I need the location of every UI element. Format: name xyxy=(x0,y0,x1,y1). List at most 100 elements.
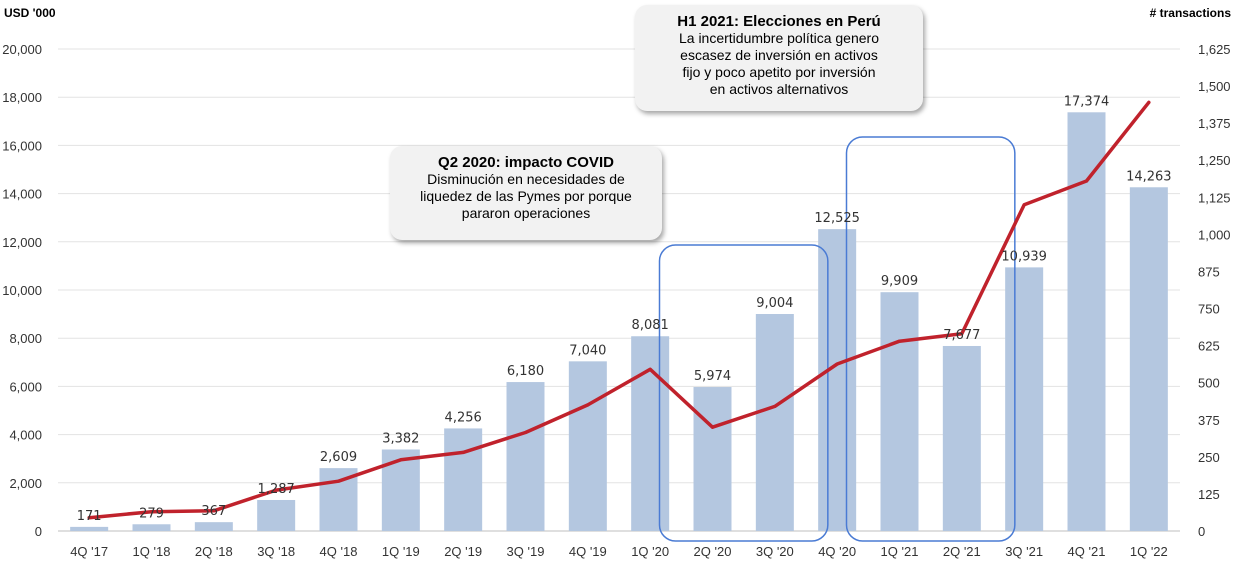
x-axis-tick-label: 3Q '21 xyxy=(1005,544,1043,559)
covid-annotation-box: Q2 2020: impacto COVID Disminución en ne… xyxy=(390,146,662,240)
left-axis-tick-label: 20,000 xyxy=(2,42,42,57)
x-axis-tick-label: 4Q '21 xyxy=(1068,544,1106,559)
bar xyxy=(194,522,233,531)
left-axis-tick-label: 8,000 xyxy=(9,331,42,346)
x-axis-tick-label: 1Q '21 xyxy=(881,544,919,559)
elections-annotation-line: fijo y poco apetito por inversión xyxy=(682,64,876,80)
bar xyxy=(942,345,981,531)
elections-annotation-line: en activos alternativos xyxy=(709,81,849,97)
left-axis-tick-label: 12,000 xyxy=(2,235,42,250)
elections-annotation-box: H1 2021: Elecciones en Perú La incertidu… xyxy=(635,5,923,111)
transactions-point xyxy=(212,509,216,513)
bar xyxy=(1067,112,1106,532)
right-axis-tick-label: 500 xyxy=(1198,376,1220,391)
right-axis-tick-label: 750 xyxy=(1198,302,1220,317)
left-axis-tick-label: 14,000 xyxy=(2,187,42,202)
right-axis-tick-label: 1,500 xyxy=(1198,79,1231,94)
bar-value-label: 9,004 xyxy=(756,296,793,311)
bar-value-label: 10,939 xyxy=(1001,249,1047,264)
x-axis-tick-label: 4Q '18 xyxy=(320,544,358,559)
bar-value-labels: 171 279 367 1,287 2,609 3,382 4,256 6,180 7,040 8… xyxy=(77,94,1172,524)
bar-value-label: 4,256 xyxy=(445,410,482,425)
x-axis-tick-label: 3Q '20 xyxy=(756,544,794,559)
right-axis-tick-label: 1,375 xyxy=(1198,116,1231,131)
x-axis-tick-label: 2Q '19 xyxy=(444,544,482,559)
x-axis-tick-label: 4Q '17 xyxy=(70,544,108,559)
x-axis-tick-label: 2Q '20 xyxy=(694,544,732,559)
bar xyxy=(444,428,483,531)
bar-value-label: 12,525 xyxy=(814,211,860,226)
bar-series xyxy=(70,112,1168,532)
left-axis-tick-label: 10,000 xyxy=(2,283,42,298)
right-axis-ticks: 0 125 250 375 500 625 750 875 1,000 1,125 1,250 1,3… xyxy=(1198,42,1231,539)
left-axis-tick-label: 2,000 xyxy=(9,476,42,491)
transactions-point xyxy=(648,367,652,371)
transactions-point xyxy=(1085,179,1088,183)
x-axis-tick-label: 2Q '18 xyxy=(195,544,233,559)
highlight-boxes xyxy=(658,136,1016,542)
bar xyxy=(693,387,732,531)
bar-value-label: 7,677 xyxy=(943,328,980,343)
x-axis-tick-label: 4Q '19 xyxy=(569,544,607,559)
transactions-point xyxy=(399,458,403,462)
bar-value-label: 367 xyxy=(201,504,226,519)
elections-annotation-line: La incertidumbre política genero xyxy=(678,30,879,46)
elections-annotation-title: H1 2021: Elecciones en Perú xyxy=(677,13,881,30)
gridlines xyxy=(58,48,1180,532)
bar-value-label: 5,974 xyxy=(694,369,731,384)
bar-value-label: 171 xyxy=(77,509,102,524)
right-axis-tick-label: 1,000 xyxy=(1198,227,1231,242)
bar-value-label: 1,287 xyxy=(258,482,295,497)
transactions-point xyxy=(711,425,714,429)
x-axis-tick-label: 3Q '19 xyxy=(507,544,545,559)
covid-annotation-line: liquedez de las Pymes por porque xyxy=(420,188,632,204)
bar xyxy=(568,361,607,531)
left-axis-tick-label: 0 xyxy=(35,524,42,539)
x-axis-tick-label: 3Q '18 xyxy=(257,544,295,559)
bar xyxy=(1005,267,1044,531)
bar-value-label: 279 xyxy=(139,506,164,521)
x-axis-tick-label: 4Q '20 xyxy=(818,544,856,559)
x-axis-tick-label: 1Q '22 xyxy=(1130,544,1168,559)
transactions-point xyxy=(773,404,777,408)
covid-annotation-title: Q2 2020: impacto COVID xyxy=(438,154,614,171)
bar-value-label: 7,040 xyxy=(569,343,606,358)
transactions-point xyxy=(586,403,590,407)
bar xyxy=(381,449,420,531)
covid-annotation-line: pararon operaciones xyxy=(461,205,591,221)
bar xyxy=(880,292,919,531)
bar xyxy=(818,229,857,531)
transactions-line-series xyxy=(87,100,1151,520)
transactions-point xyxy=(150,510,153,514)
transactions-point xyxy=(274,488,278,492)
transactions-point xyxy=(898,339,901,343)
bar xyxy=(631,336,670,531)
bar xyxy=(70,526,109,531)
highlight-box xyxy=(658,244,829,542)
bar xyxy=(755,314,794,531)
bar-value-label: 17,374 xyxy=(1064,94,1110,109)
transactions-point xyxy=(1022,203,1026,207)
right-axis-tick-label: 250 xyxy=(1198,450,1220,465)
transactions-point xyxy=(87,516,91,520)
bar xyxy=(257,499,296,531)
x-axis-tick-label: 1Q '18 xyxy=(133,544,171,559)
right-axis-tick-label: 875 xyxy=(1198,264,1220,279)
left-axis-tick-label: 18,000 xyxy=(2,90,42,105)
right-axis-tick-label: 1,125 xyxy=(1198,190,1231,205)
transactions-point xyxy=(960,332,964,336)
elections-annotation-line: escasez de inversión en activos xyxy=(680,47,878,63)
right-axis-tick-label: 1,625 xyxy=(1198,42,1231,57)
left-axis-tick-label: 6,000 xyxy=(9,379,42,394)
bar-value-label: 2,609 xyxy=(320,450,357,465)
left-axis-tick-label: 4,000 xyxy=(9,428,42,443)
bar xyxy=(132,524,171,531)
transactions-point xyxy=(337,479,340,483)
bar-value-label: 3,382 xyxy=(382,431,419,446)
left-axis-title: USD '000 xyxy=(4,6,56,20)
transactions-line xyxy=(87,100,1151,520)
left-axis-tick-label: 16,000 xyxy=(2,138,42,153)
right-axis-tick-label: 1,250 xyxy=(1198,153,1231,168)
right-axis-title: # transactions xyxy=(1150,6,1232,20)
